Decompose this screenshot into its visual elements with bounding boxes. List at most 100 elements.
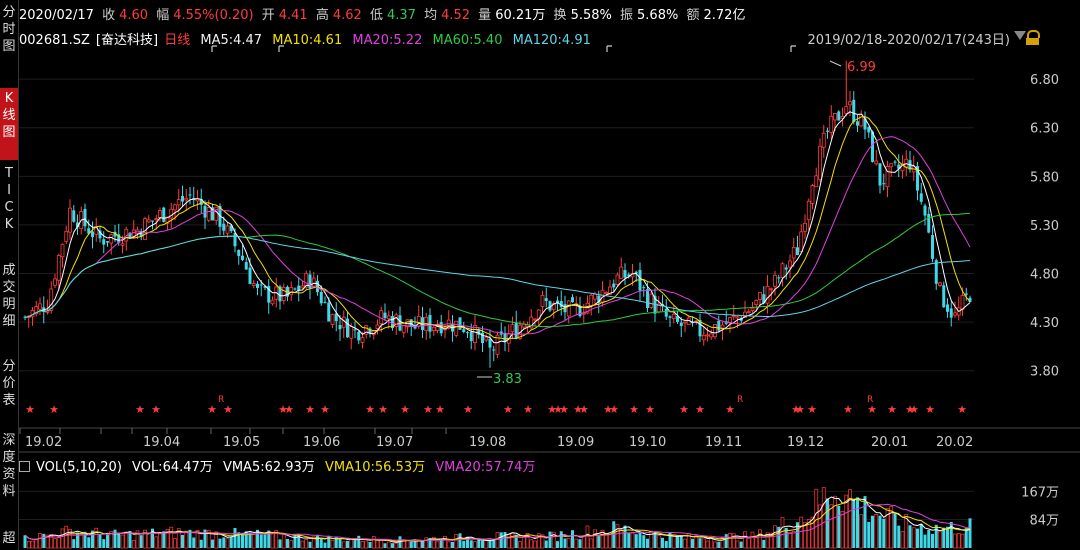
volume-bar (446, 541, 451, 549)
candle-body (83, 208, 87, 227)
candle-body (473, 325, 477, 344)
volume-bar (571, 530, 574, 548)
volume-bar (709, 537, 714, 549)
signal-star-icon: ★ (400, 403, 410, 416)
volume-bar (413, 541, 417, 548)
ma120-label: MA120:4.91 (512, 33, 591, 48)
low-label: 低 (369, 8, 383, 23)
x-tick-label: 19.10 (629, 435, 666, 450)
signal-star-icon: ★ (795, 403, 805, 416)
volume-bar (451, 541, 454, 548)
period-label[interactable]: 日线 (164, 33, 191, 48)
volume-bar (64, 525, 69, 549)
expand-box-icon[interactable] (19, 461, 30, 472)
tab-depth-data[interactable]: 深 度 资 料 (2, 433, 16, 499)
event-marker-icon (211, 45, 217, 52)
candle-body (106, 241, 109, 243)
volume-bar (319, 538, 323, 548)
y-tick-label: 4.80 (1030, 268, 1059, 283)
candle-body (916, 166, 919, 191)
signal-star-icon: ★ (807, 403, 817, 416)
volume-bar (60, 528, 65, 549)
x-tick-label: 19.08 (469, 435, 506, 450)
open-label: 开 (261, 8, 275, 23)
tab-kline[interactable]: K 线 图 (0, 88, 18, 160)
candle-body (297, 285, 301, 291)
tab-trade-details[interactable]: 成 交 明 细 (2, 263, 16, 329)
signal-star-icon: ★ (791, 403, 801, 416)
candle-body (826, 130, 829, 132)
candle-body (713, 324, 717, 338)
candle-body (578, 306, 582, 317)
change-label: 幅 (156, 8, 170, 23)
candle-body (319, 291, 323, 304)
candle-body (942, 285, 946, 308)
candle-body (176, 199, 181, 206)
volume-bar (705, 540, 710, 549)
candle-body (608, 286, 612, 295)
candle-body (571, 297, 574, 303)
volume-bar (863, 496, 867, 548)
volume-bar (615, 524, 620, 549)
tab-time-share[interactable]: 分 时 图 (2, 5, 16, 54)
high-annotation: 6.99 (847, 60, 876, 75)
volume-bar (428, 537, 432, 548)
volume-bar (49, 534, 54, 549)
volume-bar (803, 522, 807, 549)
y-tick-label: 6.30 (1030, 122, 1059, 137)
ma-legend: 002681.SZ [奋达科技] 日线 MA5:4.47 MA10:4.61 MA… (19, 29, 597, 48)
candle-body (765, 285, 770, 304)
candle-body (777, 277, 781, 279)
candle-body (642, 287, 646, 289)
candle-body (679, 322, 683, 326)
lock-icon[interactable] (1026, 30, 1040, 45)
dropdown-arrow-icon[interactable] (1014, 31, 1026, 40)
candle-body (323, 302, 327, 304)
candle-body (551, 302, 556, 310)
volume-bar (263, 534, 267, 548)
date-range[interactable]: 2019/02/18-2020/02/17(243日) (807, 33, 1010, 48)
kline-chart[interactable]: 6.80 6.30 5.80 5.30 4.80 4.30 3.80 19.02 19.04 19… (19, 0, 1080, 550)
volume-bar (98, 534, 102, 548)
stock-name: [奋达科技] (95, 33, 159, 48)
volume-bar (293, 534, 297, 548)
candle-body (117, 234, 121, 243)
ma20-line (24, 136, 971, 335)
volume-bar (746, 537, 751, 549)
candle-body (300, 285, 305, 289)
candle-body (619, 266, 624, 279)
volume-bar (256, 529, 259, 548)
candle-body (646, 289, 649, 308)
candle-body (514, 322, 518, 338)
signal-star-icon: ★ (679, 403, 689, 416)
volume-bar (829, 504, 834, 549)
signal-star-icon: ★ (957, 403, 967, 416)
volume-bar (72, 539, 76, 548)
volume-bar (739, 541, 743, 548)
tab-price-table[interactable]: 分 价 表 (2, 359, 16, 408)
candle-body (833, 113, 837, 121)
low-value: 4.37 (386, 8, 416, 23)
candle-body (623, 270, 627, 278)
candle-body (923, 205, 927, 216)
volume-bar (821, 487, 826, 549)
candle-body (698, 320, 702, 337)
volume-bar (225, 538, 230, 549)
volume-label: 量 (478, 8, 492, 23)
candle-body (893, 161, 897, 163)
volume-bar (495, 532, 500, 549)
tab-super[interactable]: 超 (2, 531, 16, 546)
candle-body (256, 283, 259, 288)
candle-body (386, 315, 391, 319)
low-annotation: 3.83 (493, 372, 522, 387)
candle-body (270, 299, 275, 305)
vma20-line (24, 503, 971, 542)
signal-star-icon: ★ (223, 403, 233, 416)
candle-body (206, 207, 211, 221)
volume-bar (211, 539, 214, 548)
candle-body (946, 304, 949, 312)
volume-bar (661, 537, 664, 548)
tab-tick[interactable]: T I C K (4, 166, 14, 232)
x-tick-label: 19.12 (787, 435, 824, 450)
volume-bar (627, 533, 631, 548)
